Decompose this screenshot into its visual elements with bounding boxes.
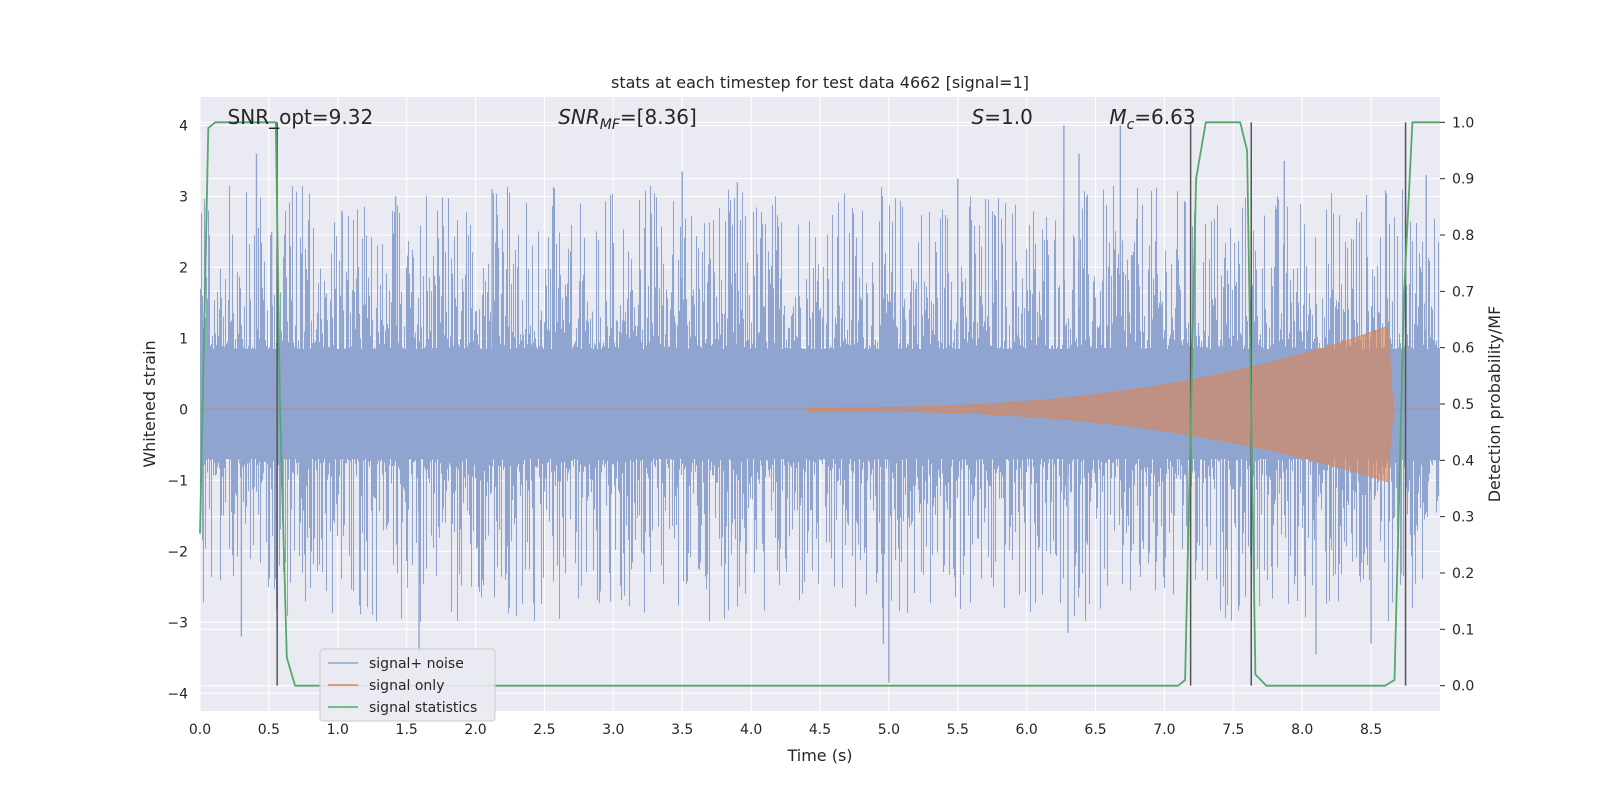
y-tick-label: 3 (179, 189, 188, 205)
x-tick-label: 2.5 (533, 722, 555, 738)
x-tick-label: 6.5 (1084, 722, 1106, 738)
x-tick-label: 5.5 (947, 722, 969, 738)
y2-tick-label: 0.1 (1452, 622, 1474, 638)
x-tick-label: 3.0 (602, 722, 624, 738)
y-tick-label: −4 (167, 686, 188, 702)
y2-tick-label: 0.5 (1452, 397, 1474, 413)
y-tick-label: −3 (167, 615, 188, 631)
x-tick-label: 4.0 (740, 722, 762, 738)
y-axis-label: Whitened strain (140, 340, 159, 467)
x-tick-label: 7.0 (1153, 722, 1175, 738)
legend-label-signal-only: signal only (369, 678, 444, 694)
y2-tick-label: 0.6 (1452, 341, 1474, 357)
x-tick-label: 7.5 (1222, 722, 1244, 738)
legend-box (319, 648, 496, 722)
legend-label-signal-statistics: signal statistics (369, 700, 477, 716)
x-tick-label: 0.5 (258, 722, 280, 738)
y2-tick-label: 0.2 (1452, 566, 1474, 582)
y2-tick-label: 0.4 (1452, 453, 1474, 469)
x-tick-label: 2.0 (464, 722, 486, 738)
plot-content (199, 121, 1441, 687)
annotation-s-value: S=1.0 (972, 105, 1033, 129)
y2-axis-label: Detection probability/MF (1485, 306, 1504, 503)
y-tick-label: −2 (167, 544, 188, 560)
x-tick-label: 3.5 (671, 722, 693, 738)
chart-title: stats at each timestep for test data 466… (611, 73, 1029, 92)
series-signal-only (200, 325, 1440, 483)
y-tick-label: 1 (179, 331, 188, 347)
y2-tick-label: 1.0 (1452, 115, 1474, 131)
y-tick-label: 4 (179, 118, 188, 134)
x-axis-label: Time (s) (786, 746, 852, 765)
y-tick-label: 0 (179, 402, 188, 418)
x-tick-label: 8.0 (1291, 722, 1313, 738)
series-signal-statistics (199, 121, 1440, 687)
annotation-snr-opt: SNR_opt=9.32 (228, 105, 374, 129)
y-tick-label: 2 (179, 260, 188, 276)
annotations: SNR_opt=9.32 SNRMF=[8.36] S=1.0 Mc=6.63 (228, 105, 1196, 133)
x-tick-label: 0.0 (189, 722, 211, 738)
annotation-snr-mf: SNRMF=[8.36] (558, 105, 697, 133)
x-tick-label: 4.5 (809, 722, 831, 738)
y-tick-label: −1 (167, 473, 188, 489)
legend: signal+ noise signal only signal statist… (319, 648, 496, 722)
y2-tick-label: 0.8 (1452, 228, 1474, 244)
y2-tick-label: 0.0 (1452, 679, 1474, 695)
x-tick-label: 6.0 (1016, 722, 1038, 738)
x-tick-label: 5.0 (878, 722, 900, 738)
legend-label-signal-noise: signal+ noise (369, 656, 464, 672)
x-tick-label: 1.0 (327, 722, 349, 738)
x-tick-label: 8.5 (1360, 722, 1382, 738)
y2-tick-label: 0.9 (1452, 172, 1474, 188)
ticks: 0.0 0.5 1.0 1.5 2.0 2.5 3.0 3.5 4.0 4.5 5.0 5.5 6.0 6… (167, 115, 1474, 738)
annotation-mc-value: Mc=6.63 (1109, 105, 1195, 133)
x-tick-label: 1.5 (396, 722, 418, 738)
y2-tick-label: 0.7 (1452, 284, 1474, 300)
y2-tick-label: 0.3 (1452, 510, 1474, 526)
